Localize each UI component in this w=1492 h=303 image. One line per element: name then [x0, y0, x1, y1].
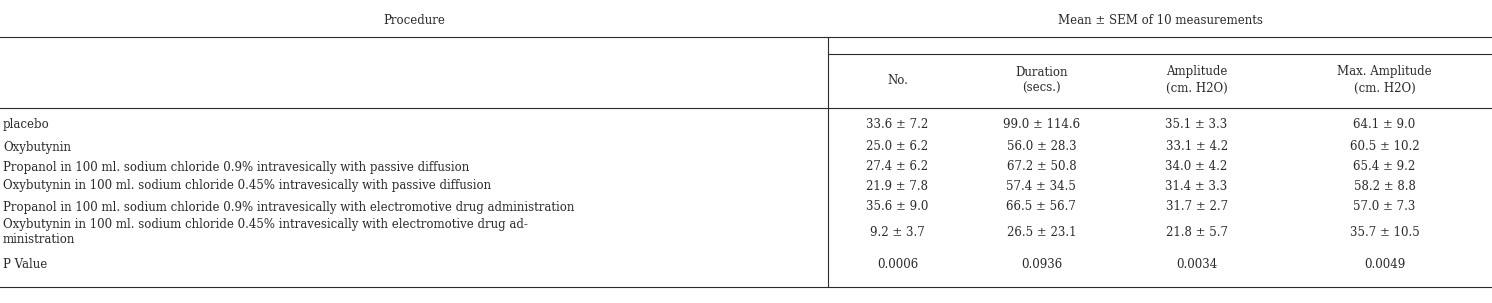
Text: P Value: P Value: [3, 258, 48, 271]
Text: No.: No.: [888, 74, 907, 86]
Text: 56.0 ± 28.3: 56.0 ± 28.3: [1007, 141, 1076, 154]
Text: 65.4 ± 9.2: 65.4 ± 9.2: [1353, 161, 1416, 174]
Text: 34.0 ± 4.2: 34.0 ± 4.2: [1165, 161, 1228, 174]
Text: 0.0006: 0.0006: [877, 258, 918, 271]
Text: 35.6 ± 9.0: 35.6 ± 9.0: [867, 201, 928, 214]
Text: 35.1 ± 3.3: 35.1 ± 3.3: [1165, 118, 1228, 131]
Text: 57.0 ± 7.3: 57.0 ± 7.3: [1353, 201, 1416, 214]
Text: Oxybutynin in 100 ml. sodium chloride 0.45% intravesically with electromotive dr: Oxybutynin in 100 ml. sodium chloride 0.…: [3, 218, 528, 246]
Text: 60.5 ± 10.2: 60.5 ± 10.2: [1350, 141, 1419, 154]
Text: 99.0 ± 114.6: 99.0 ± 114.6: [1003, 118, 1080, 131]
Text: 26.5 ± 23.1: 26.5 ± 23.1: [1007, 225, 1076, 238]
Text: 31.7 ± 2.7: 31.7 ± 2.7: [1165, 201, 1228, 214]
Text: Propanol in 100 ml. sodium chloride 0.9% intravesically with electromotive drug : Propanol in 100 ml. sodium chloride 0.9%…: [3, 201, 574, 214]
Text: Max. Amplitude
(cm. H2O): Max. Amplitude (cm. H2O): [1337, 65, 1432, 95]
Text: 64.1 ± 9.0: 64.1 ± 9.0: [1353, 118, 1416, 131]
Text: 21.9 ± 7.8: 21.9 ± 7.8: [867, 179, 928, 192]
Text: 33.1 ± 4.2: 33.1 ± 4.2: [1165, 141, 1228, 154]
Text: 66.5 ± 56.7: 66.5 ± 56.7: [1007, 201, 1076, 214]
Text: 0.0049: 0.0049: [1364, 258, 1405, 271]
Text: 31.4 ± 3.3: 31.4 ± 3.3: [1165, 179, 1228, 192]
Text: 9.2 ± 3.7: 9.2 ± 3.7: [870, 225, 925, 238]
Text: 0.0034: 0.0034: [1176, 258, 1217, 271]
Text: Oxybutynin: Oxybutynin: [3, 141, 72, 154]
Text: placebo: placebo: [3, 118, 49, 131]
Text: Propanol in 100 ml. sodium chloride 0.9% intravesically with passive diffusion: Propanol in 100 ml. sodium chloride 0.9%…: [3, 161, 468, 174]
Text: 33.6 ± 7.2: 33.6 ± 7.2: [867, 118, 928, 131]
Text: 58.2 ± 8.8: 58.2 ± 8.8: [1353, 179, 1416, 192]
Text: Mean ± SEM of 10 measurements: Mean ± SEM of 10 measurements: [1058, 14, 1262, 26]
Text: Procedure: Procedure: [383, 14, 445, 26]
Text: Amplitude
(cm. H2O): Amplitude (cm. H2O): [1165, 65, 1228, 95]
Text: 35.7 ± 10.5: 35.7 ± 10.5: [1350, 225, 1419, 238]
Text: Duration
(secs.): Duration (secs.): [1015, 65, 1068, 95]
Text: 27.4 ± 6.2: 27.4 ± 6.2: [867, 161, 928, 174]
Text: Oxybutynin in 100 ml. sodium chloride 0.45% intravesically with passive diffusio: Oxybutynin in 100 ml. sodium chloride 0.…: [3, 179, 491, 192]
Text: 57.4 ± 34.5: 57.4 ± 34.5: [1007, 179, 1076, 192]
Text: 21.8 ± 5.7: 21.8 ± 5.7: [1165, 225, 1228, 238]
Text: 25.0 ± 6.2: 25.0 ± 6.2: [867, 141, 928, 154]
Text: 67.2 ± 50.8: 67.2 ± 50.8: [1007, 161, 1076, 174]
Text: 0.0936: 0.0936: [1021, 258, 1062, 271]
